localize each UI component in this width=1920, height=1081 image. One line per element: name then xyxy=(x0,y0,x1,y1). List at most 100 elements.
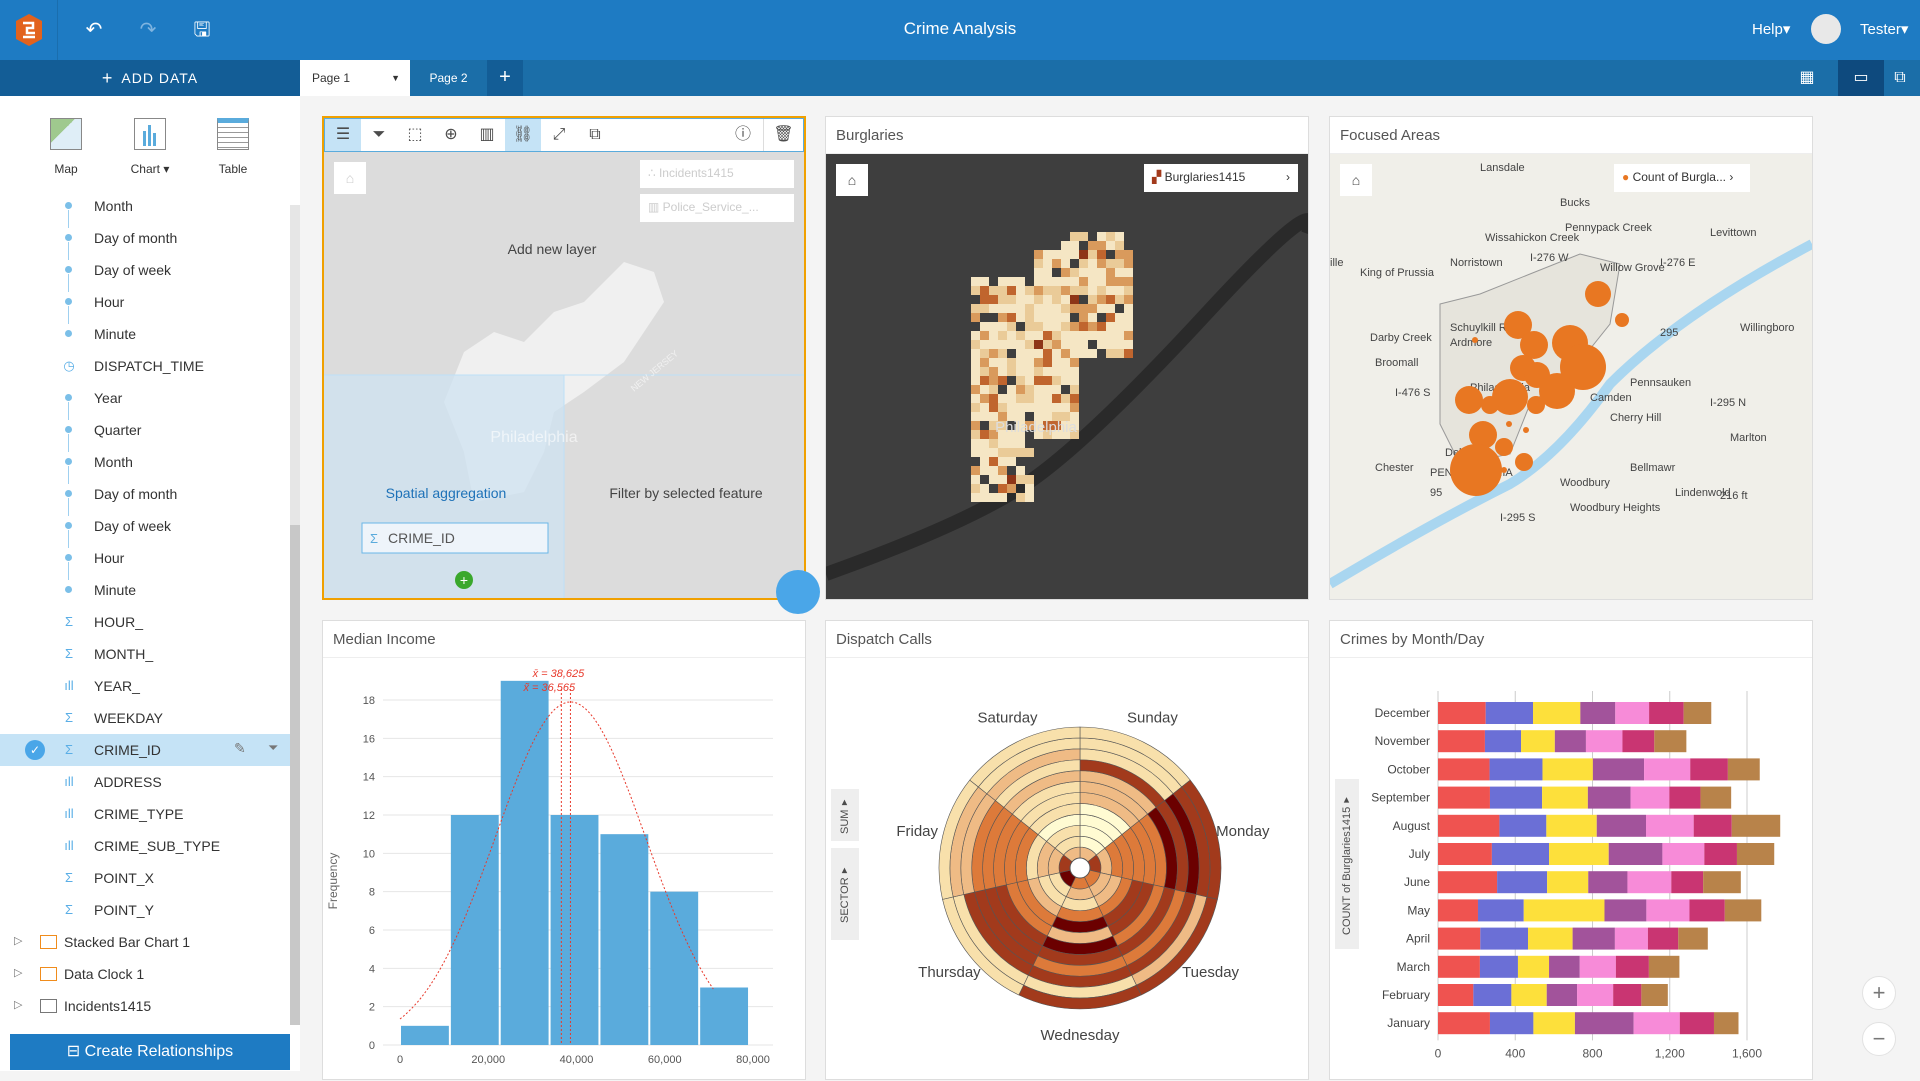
field-item[interactable]: ıll YEAR_ xyxy=(0,670,290,702)
heat-cell xyxy=(1070,241,1079,250)
filter-icon[interactable]: ⏷ xyxy=(268,740,279,755)
redo-icon[interactable]: ↷ xyxy=(139,19,157,41)
field-item[interactable]: Σ HOUR_ xyxy=(0,606,290,638)
field-item[interactable]: Minute xyxy=(0,318,290,350)
field-item[interactable]: Day of week xyxy=(0,510,290,542)
data-model-icon[interactable]: ⧉ xyxy=(1894,69,1906,86)
field-item[interactable]: Σ POINT_Y xyxy=(0,894,290,926)
home-icon[interactable]: ⌂ xyxy=(334,162,366,194)
heat-cell xyxy=(1007,331,1016,340)
home-icon[interactable]: ⌂ xyxy=(1340,164,1372,196)
field-item[interactable]: Hour xyxy=(0,286,290,318)
delete-icon[interactable]: 🗑 xyxy=(763,119,803,151)
field-item[interactable]: ◷ DISPATCH_TIME xyxy=(0,350,290,382)
table-viz-button[interactable]: Table xyxy=(198,118,268,176)
drop-zone-spatial[interactable] xyxy=(324,375,564,598)
scrollbar-thumb[interactable] xyxy=(290,525,300,1025)
link-icon[interactable]: ⛓ xyxy=(505,119,541,151)
select-icon[interactable]: ⬚ xyxy=(407,126,423,143)
focused-areas-map[interactable]: Lansdale Bucks Levittown Willow Grove Norris… xyxy=(1330,154,1812,599)
map-card-editing[interactable]: ☰ ⏷ ⬚ ⊕ ▥ ⛓ ⤢ ⧉ ⓘ 🗑 Add new layer Spatia… xyxy=(322,116,806,600)
field-item[interactable]: Σ CRIME_ID ✓ ✎ ⏷ xyxy=(0,734,290,766)
field-item[interactable]: Σ WEEKDAY xyxy=(0,702,290,734)
flip-card-icon[interactable]: ⧉ xyxy=(589,126,601,143)
field-item[interactable]: Day of month xyxy=(0,222,290,254)
user-menu[interactable]: Tester▾ xyxy=(1860,21,1909,38)
create-relationships-button[interactable]: ⊟ Create Relationships xyxy=(10,1034,290,1070)
expand-icon[interactable]: ▷ xyxy=(14,967,23,979)
chart-type-icon[interactable]: ▥ xyxy=(479,126,495,143)
layer-item[interactable]: ∴ Incidents1415 xyxy=(640,160,794,188)
focused-areas-card[interactable]: Focused Areas Lansdale Bucks Levittown Will… xyxy=(1329,116,1813,600)
avatar[interactable] xyxy=(1811,14,1841,44)
layout-icon[interactable]: ▭ xyxy=(1838,60,1884,96)
bar-segment xyxy=(1615,955,1649,978)
field-item[interactable]: Month xyxy=(0,190,290,222)
burglaries-map[interactable]: Philadelphia xyxy=(826,154,1308,599)
chart-viz-button[interactable]: Chart ▾ xyxy=(115,118,185,176)
heat-cell xyxy=(971,493,980,502)
field-item[interactable]: Day of month xyxy=(0,478,290,510)
add-page-button[interactable]: + xyxy=(487,60,523,96)
expand-icon[interactable]: ▷ xyxy=(14,999,23,1011)
help-menu[interactable]: Help▾ xyxy=(1752,21,1791,38)
crimes-by-month-card[interactable]: Crimes by Month/Day COUNT of Burglaries1… xyxy=(1329,620,1813,1080)
zoom-in-button[interactable]: + xyxy=(1862,976,1896,1010)
field-item[interactable]: Quarter xyxy=(0,414,290,446)
dataset-item[interactable]: ▷ Data Clock 1 xyxy=(0,958,290,990)
stacked-bar-chart[interactable]: 0 400 800 1,200 1,600 December November October… xyxy=(1330,621,1812,1081)
maximize-icon[interactable]: ⤢ xyxy=(552,126,566,143)
expand-icon[interactable]: ▷ xyxy=(14,935,23,947)
home-icon[interactable]: ⌂ xyxy=(836,164,868,196)
undo-icon[interactable]: ↶ xyxy=(85,19,103,41)
legend-icon[interactable]: ☰ xyxy=(325,119,361,151)
dataset-item[interactable]: ▷ Incidents1415 xyxy=(0,990,290,1022)
field-item[interactable]: ıll CRIME_SUB_TYPE xyxy=(0,830,290,862)
layer-legend[interactable]: ● Count of Burgla... › xyxy=(1614,164,1750,192)
drop-zone-add-layer[interactable]: Add new layer xyxy=(508,241,597,257)
heat-cell xyxy=(1088,304,1097,313)
filter-icon[interactable]: ⏷ xyxy=(372,126,386,143)
divider xyxy=(68,434,69,452)
add-data-button[interactable]: + ADD DATA xyxy=(0,60,300,96)
field-item[interactable]: Σ POINT_X xyxy=(0,862,290,894)
median-income-card[interactable]: Median Income 0 2 4 6 8 10 12 14 16 18 0 20,000 40,0… xyxy=(322,620,806,1080)
chevron-right-icon[interactable]: › xyxy=(1729,170,1734,184)
checkmark-icon[interactable]: ✓ xyxy=(25,740,45,760)
tab-page-1[interactable]: Page 1 ▼ xyxy=(300,60,410,96)
info-icon[interactable]: ⓘ xyxy=(734,126,751,143)
drag-handle-icon[interactable] xyxy=(776,570,820,614)
field-item[interactable]: Year xyxy=(0,382,290,414)
heat-cell xyxy=(1034,403,1043,412)
zoom-to-icon[interactable]: ⊕ xyxy=(444,126,458,143)
pencil-icon[interactable]: ✎ xyxy=(234,740,246,756)
map-edit-canvas[interactable]: Add new layer Spatial aggregation Filter… xyxy=(324,152,804,598)
layer-item[interactable]: ▥ Police_Service_... xyxy=(640,194,794,222)
drag-field-chip[interactable] xyxy=(361,522,549,554)
drop-zone-filter[interactable]: Filter by selected feature xyxy=(609,485,763,501)
field-item[interactable]: Minute xyxy=(0,574,290,606)
heat-cell xyxy=(1025,340,1034,349)
field-item[interactable]: ıll CRIME_TYPE xyxy=(0,798,290,830)
histogram[interactable]: 0 2 4 6 8 10 12 14 16 18 0 20,000 40,000 60,000 80,000… xyxy=(323,621,805,1081)
app-logo[interactable] xyxy=(0,0,58,60)
save-icon[interactable]: 🖫 xyxy=(193,19,211,41)
dispatch-calls-card[interactable]: Dispatch Calls SUM▾ SECTOR▾ Sunday Monday… xyxy=(825,620,1309,1080)
field-item[interactable]: ıll ADDRESS xyxy=(0,766,290,798)
layer-legend[interactable]: ▞ Burglaries1415 › xyxy=(1144,164,1298,192)
dataset-item[interactable]: ▷ Stacked Bar Chart 1 xyxy=(0,926,290,958)
chevron-down-icon[interactable]: ▼ xyxy=(391,73,400,83)
heat-cell xyxy=(1106,241,1115,250)
tab-page-2[interactable]: Page 2 xyxy=(410,60,487,96)
grid-layout-icon[interactable]: ▦ xyxy=(1799,69,1815,86)
map-viz-button[interactable]: Map xyxy=(31,118,101,176)
field-item[interactable]: Day of week xyxy=(0,254,290,286)
field-item[interactable]: Hour xyxy=(0,542,290,574)
place-label: Woodbury xyxy=(1560,477,1610,489)
burglaries-map-card[interactable]: Burglaries Philadelphia ⌂ ▞ Burglaries14… xyxy=(825,116,1309,600)
zoom-out-button[interactable]: − xyxy=(1862,1022,1896,1056)
data-clock[interactable]: Sunday Monday Tuesday Wednesday Thursday Frid… xyxy=(826,621,1308,1081)
field-item[interactable]: Σ MONTH_ xyxy=(0,638,290,670)
field-item[interactable]: Month xyxy=(0,446,290,478)
chevron-right-icon[interactable]: › xyxy=(1286,170,1290,184)
